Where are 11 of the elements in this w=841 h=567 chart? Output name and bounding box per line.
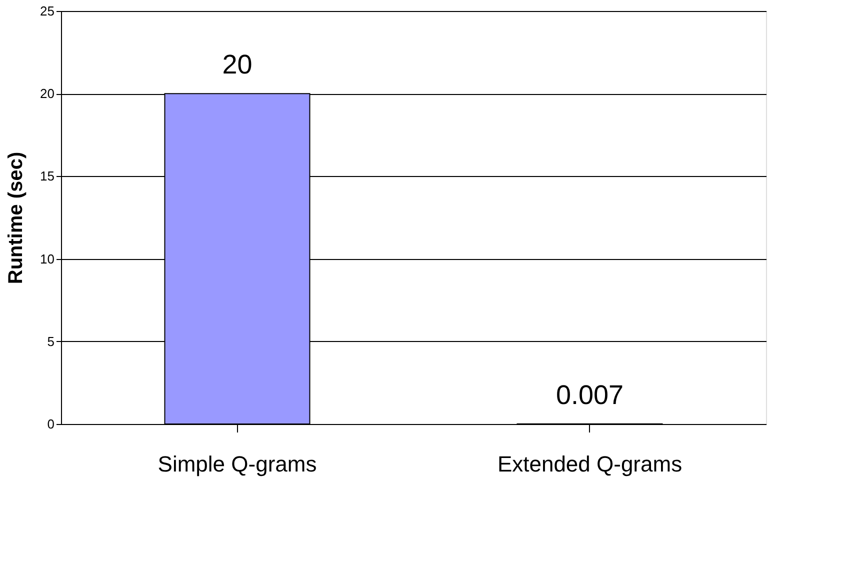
y-tick-label: 25 xyxy=(40,4,54,18)
y-tick-label: 0 xyxy=(47,416,54,432)
y-tick-label: 15 xyxy=(40,168,54,184)
y-tick-label: 5 xyxy=(47,334,54,349)
y-tick-label: 20 xyxy=(40,86,54,102)
y-tick-label: 10 xyxy=(40,251,54,266)
x-tick-label: Extended Q-grams xyxy=(497,452,682,476)
data-label: 0.007 xyxy=(556,380,624,410)
x-tick-label: Simple Q-grams xyxy=(158,452,317,476)
data-label: 20 xyxy=(222,50,252,80)
y-axis-title: Runtime (sec) xyxy=(5,152,28,284)
